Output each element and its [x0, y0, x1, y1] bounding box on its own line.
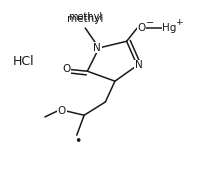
Text: O: O — [137, 23, 146, 33]
Text: Hg: Hg — [162, 23, 177, 33]
Text: O: O — [58, 106, 66, 116]
Text: •: • — [74, 135, 81, 148]
Text: +: + — [175, 18, 183, 27]
Text: methyl: methyl — [69, 12, 103, 22]
Text: N: N — [94, 43, 101, 53]
Text: HCl: HCl — [13, 55, 34, 68]
Text: N: N — [135, 60, 142, 70]
Text: methyl: methyl — [67, 14, 103, 24]
Text: −: − — [146, 18, 154, 28]
Text: O: O — [62, 64, 70, 74]
